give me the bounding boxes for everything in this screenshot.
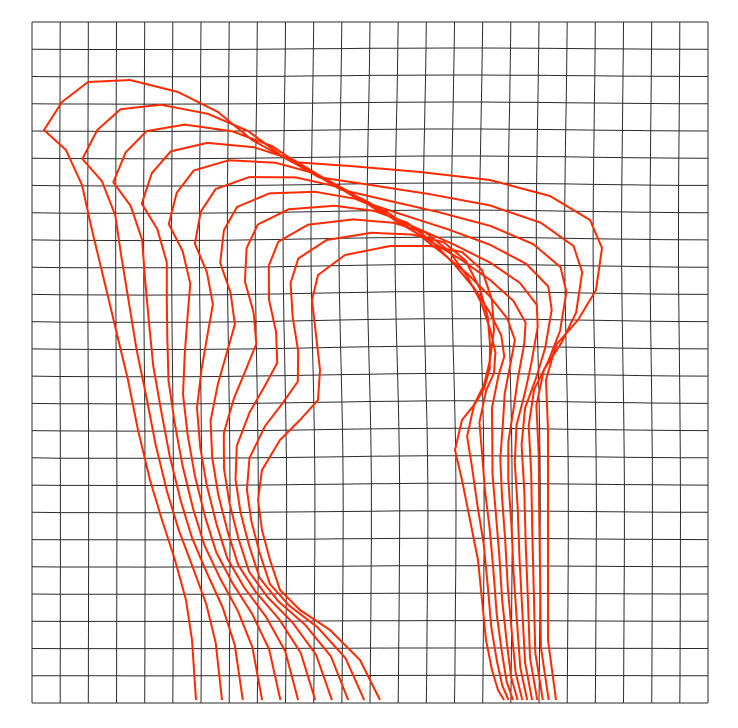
grid-vertical-line [649, 21, 653, 704]
grid-horizontal-line [31, 427, 709, 432]
contour-line [245, 231, 510, 701]
grid-vertical-line [507, 21, 513, 704]
contour-line [234, 218, 514, 701]
grid-vertical-line [366, 21, 372, 704]
grid-horizontal-line [31, 101, 708, 105]
grid-vertical-line [592, 21, 597, 704]
grid-horizontal-line [31, 537, 709, 541]
grid-horizontal-line [32, 674, 709, 677]
grid-vertical-line [171, 21, 174, 704]
contour-line [167, 159, 539, 701]
grid-vertical-line [422, 21, 429, 704]
grid-vertical-line [254, 21, 259, 704]
grid-vertical-line [564, 21, 569, 704]
grid-vertical-line [115, 21, 118, 704]
contour-lines [43, 79, 603, 701]
grid-horizontal-line [31, 128, 709, 132]
grid-vertical-line [621, 21, 625, 704]
contour-line [43, 79, 603, 701]
contour-line [112, 123, 568, 701]
contour-line [209, 190, 524, 701]
grid-horizontal-line [31, 592, 708, 595]
grid-horizontal-line [31, 372, 709, 378]
grid-horizontal-line [31, 647, 708, 650]
grid-horizontal-line [31, 318, 709, 323]
grid-vertical-line [678, 21, 681, 704]
contour-line [257, 245, 505, 701]
grid-vertical-line [310, 21, 316, 704]
grid-vertical-line [479, 21, 485, 704]
contour-line [193, 176, 529, 701]
grid-horizontal-line [31, 620, 708, 622]
grid-vertical-line [143, 21, 146, 704]
contour-line [81, 103, 584, 701]
grid-horizontal-line [31, 74, 709, 78]
contour-line [222, 204, 519, 701]
grid-horizontal-line [31, 565, 708, 568]
grid-vertical-line [59, 21, 61, 703]
grid-horizontal-line [31, 47, 708, 50]
grid-horizontal-line [31, 155, 709, 160]
grid-vertical-line [450, 21, 457, 704]
grid-vertical-line [282, 21, 288, 704]
grid-horizontal-line [31, 236, 709, 242]
grid-vertical-line [338, 21, 344, 704]
grid-vertical-line [394, 21, 401, 704]
grid-horizontal-line [31, 400, 709, 405]
grid-horizontal-line [31, 345, 709, 350]
grid-horizontal-line [31, 482, 709, 486]
grid-vertical-line [226, 21, 231, 704]
grid-vertical-line [87, 22, 90, 704]
contour-line [140, 141, 553, 701]
grid-horizontal-line [31, 510, 708, 514]
